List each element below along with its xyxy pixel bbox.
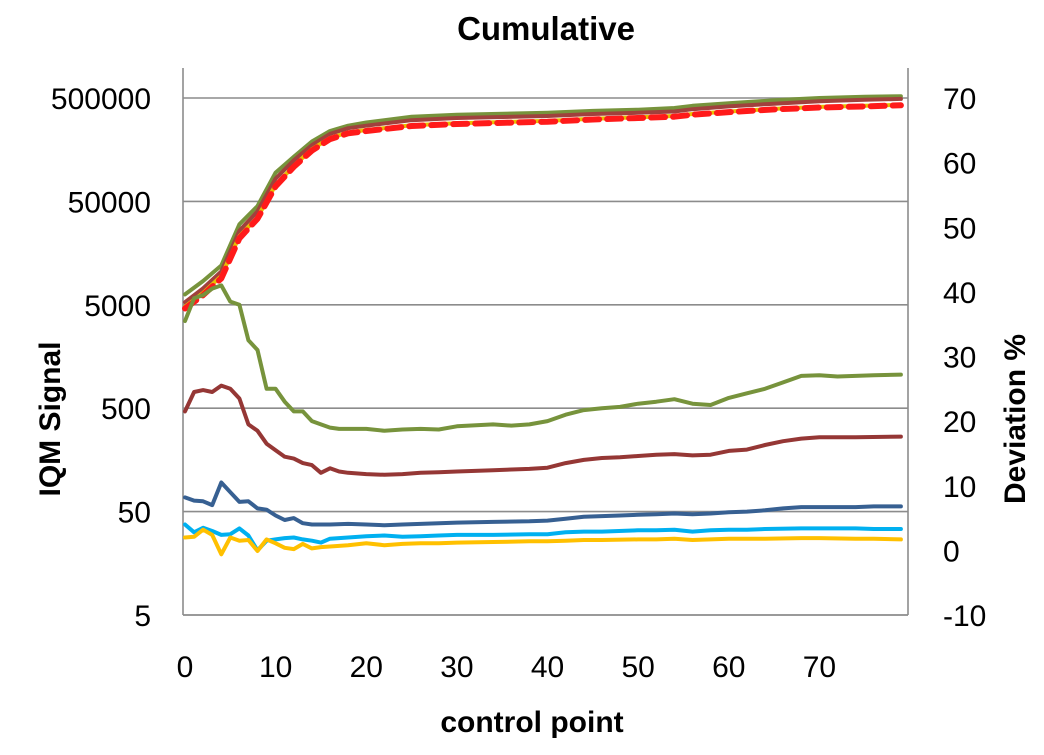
- right-tick-label: 30: [943, 342, 976, 375]
- series-group: [182, 94, 904, 557]
- right-axis-title: Deviation %: [999, 334, 1032, 504]
- right-tick-label: 0: [943, 535, 960, 568]
- deviation-line-8: [183, 522, 903, 553]
- x-tick-label: 30: [440, 651, 473, 684]
- left-tick-label: 50: [118, 497, 151, 530]
- right-tick-label: -10: [943, 600, 986, 633]
- signal-line-2: [183, 96, 903, 305]
- x-tick-label: 0: [177, 651, 194, 684]
- right-tick-label: 20: [943, 406, 976, 439]
- x-tick-label: 20: [350, 651, 383, 684]
- left-tick-label: 5000: [84, 290, 151, 323]
- left-axis-title: IQM Signal: [34, 341, 67, 496]
- left-tick-label: 50000: [68, 186, 151, 219]
- left-tick-label: 500000: [51, 83, 151, 116]
- deviation-line-9: [183, 527, 903, 557]
- chart-title: Cumulative: [457, 10, 635, 47]
- tick-labels: 5 50 500 5000 50000 500000 0 10 20 30 40 50 60 70 -10 0…: [51, 83, 986, 684]
- x-tick-label: 60: [712, 651, 745, 684]
- signal-line-3: [183, 102, 903, 309]
- right-tick-label: 40: [943, 277, 976, 310]
- right-tick-label: 60: [943, 148, 976, 181]
- x-axis-title: control point: [440, 706, 623, 739]
- x-tick-label: 40: [531, 651, 564, 684]
- axes: [182, 68, 909, 616]
- signal-line-4: [182, 102, 904, 312]
- x-tick-label: 50: [621, 651, 654, 684]
- left-tick-label: 500: [101, 393, 151, 426]
- deviation-line-5: [183, 283, 903, 433]
- deviation-line-6: [183, 383, 903, 477]
- x-tick-label: 10: [259, 651, 292, 684]
- right-tick-label: 70: [943, 83, 976, 116]
- x-tick-label: 70: [803, 651, 836, 684]
- signal-line-1: [183, 94, 903, 297]
- left-tick-label: 5: [134, 600, 151, 633]
- right-tick-label: 50: [943, 212, 976, 245]
- right-tick-label: 10: [943, 471, 976, 504]
- deviation-line-7: [183, 480, 903, 528]
